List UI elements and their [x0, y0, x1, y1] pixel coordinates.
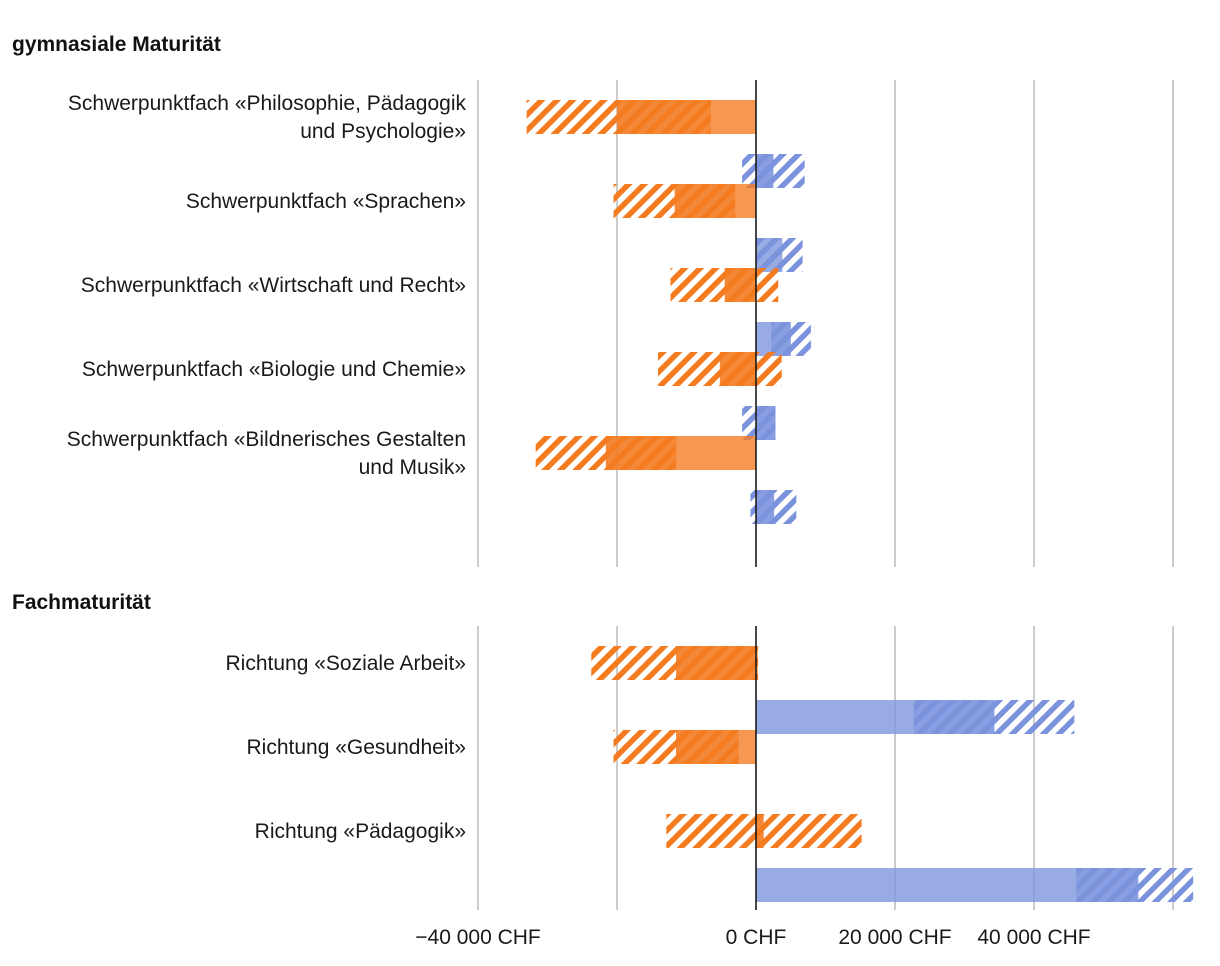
bar-orange-1-1: [613, 730, 756, 764]
tick-label: 40 000 CHF: [977, 926, 1090, 949]
bar-blue-1-2: [756, 868, 1194, 902]
tick-label: 0 CHF: [726, 926, 787, 949]
bar-blue-1-2-solid: [756, 868, 1139, 902]
bar-blue-0-4: [750, 490, 797, 524]
category-label: Schwerpunktfach «Wirtschaft und Recht»: [81, 274, 466, 297]
category-label: Richtung «Soziale Arbeit»: [226, 652, 467, 675]
bar-blue-0-2-overlap: [771, 322, 791, 356]
bar-orange-0-0-overlap: [617, 100, 711, 134]
bar-orange-1-0-overlap: [676, 646, 759, 680]
bar-blue-0-3: [742, 406, 776, 440]
category-label: Schwerpunktfach «Biologie und Chemie»: [82, 358, 466, 381]
bar-orange-1-2: [666, 814, 862, 848]
bar-blue-0-3-overlap: [756, 406, 776, 440]
bar-orange-0-4: [535, 436, 756, 470]
bar-orange-1-2-hatch: [666, 814, 862, 848]
bar-orange-1-1-overlap: [676, 730, 739, 764]
category-label: und Musik»: [359, 456, 466, 479]
bar-blue-1-0-overlap: [913, 700, 995, 734]
tick-label: 20 000 CHF: [838, 926, 951, 949]
category-label: und Psychologie»: [300, 120, 466, 143]
bar-orange-0-0: [526, 100, 756, 134]
bar-orange-0-2-hatch: [670, 268, 779, 302]
bar-orange-0-1-overlap: [674, 184, 736, 218]
bar-blue-0-1-hatch: [756, 238, 803, 272]
category-label: Schwerpunktfach «Bildnerisches Gestalten: [67, 428, 466, 451]
bar-orange-0-1: [613, 184, 756, 218]
bar-blue-1-0: [756, 700, 1075, 734]
bar-blue-0-0: [742, 154, 805, 188]
grid-layer: [477, 80, 1174, 910]
bar-blue-0-0-overlap: [756, 154, 774, 188]
bar-orange-1-0: [591, 646, 759, 680]
bar-blue-1-2-overlap: [1076, 868, 1139, 902]
bar-blue-0-1: [756, 238, 803, 272]
bar-orange-0-4-overlap: [605, 436, 677, 470]
category-label: Richtung «Gesundheit»: [247, 736, 467, 759]
section-title: Fachmaturität: [12, 591, 151, 614]
section-title: gymnasiale Maturität: [12, 33, 221, 56]
tick-label: −40 000 CHF: [415, 926, 541, 949]
category-label: Richtung «Pädagogik»: [255, 820, 466, 843]
text-layer: gymnasiale Maturität Schwerpunktfach «Phi…: [12, 33, 1091, 949]
bar-orange-1-2-overlap: [756, 814, 764, 848]
bar-orange-0-3-overlap: [719, 352, 756, 386]
category-label: Schwerpunktfach «Philosophie, Pädagogik: [68, 92, 467, 115]
bar-orange-0-3: [658, 352, 782, 386]
bar-blue-0-4-overlap: [756, 490, 775, 524]
bars-layer: [526, 100, 1194, 902]
bar-blue-0-2: [756, 322, 811, 356]
bar-orange-0-2: [670, 268, 779, 302]
category-label: Schwerpunktfach «Sprachen»: [186, 190, 466, 213]
bar-orange-0-2-overlap: [724, 268, 756, 302]
